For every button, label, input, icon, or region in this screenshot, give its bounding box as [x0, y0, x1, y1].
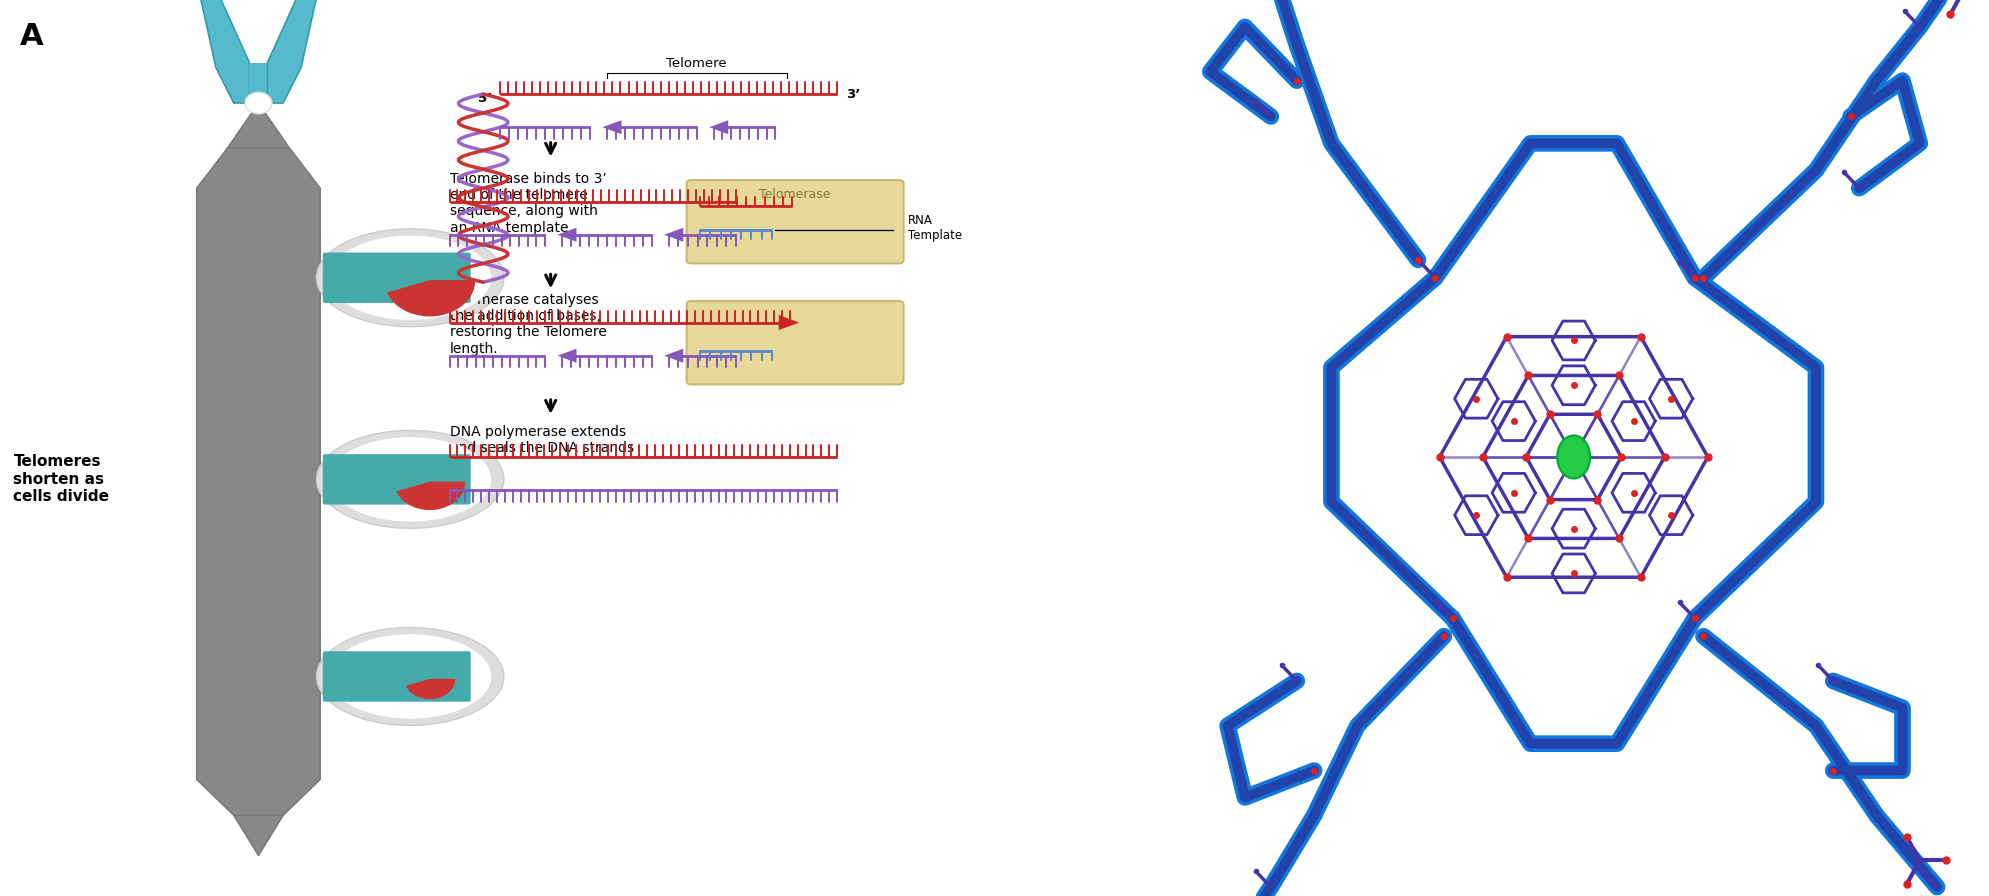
- Text: 3’: 3’: [742, 195, 756, 208]
- Polygon shape: [557, 349, 577, 363]
- Wedge shape: [388, 280, 475, 316]
- Polygon shape: [267, 0, 316, 103]
- Polygon shape: [235, 815, 282, 856]
- FancyBboxPatch shape: [686, 180, 903, 263]
- Wedge shape: [396, 482, 465, 510]
- Ellipse shape: [328, 633, 491, 719]
- Text: A: A: [20, 22, 44, 51]
- Polygon shape: [557, 228, 577, 242]
- Ellipse shape: [328, 235, 491, 320]
- FancyBboxPatch shape: [322, 454, 471, 504]
- Polygon shape: [227, 103, 288, 148]
- Ellipse shape: [316, 228, 503, 327]
- Text: 5’: 5’: [477, 92, 491, 105]
- Circle shape: [245, 92, 272, 114]
- Polygon shape: [201, 0, 249, 103]
- Polygon shape: [249, 63, 267, 103]
- Ellipse shape: [316, 430, 503, 529]
- Text: 3’: 3’: [845, 88, 861, 100]
- Text: Telomerase: Telomerase: [760, 188, 831, 202]
- Text: Telomerase catalyses
the addition of bases,
restoring the Telomere
length.: Telomerase catalyses the addition of bas…: [450, 293, 607, 356]
- FancyBboxPatch shape: [322, 651, 471, 702]
- Polygon shape: [780, 315, 800, 330]
- Text: Telomerase binds to 3’
end of the telomere
sequence, along with
an RNA template: Telomerase binds to 3’ end of the telome…: [450, 172, 607, 235]
- Ellipse shape: [1557, 435, 1589, 478]
- Text: B: B: [1154, 25, 1177, 54]
- Text: DNA polymerase extends
and seals the DNA strands: DNA polymerase extends and seals the DNA…: [450, 425, 634, 455]
- Polygon shape: [664, 349, 684, 363]
- Text: Telomere: Telomere: [666, 56, 728, 70]
- Text: RNA
Template: RNA Template: [909, 213, 963, 242]
- FancyBboxPatch shape: [686, 301, 903, 384]
- Text: 3’: 3’: [798, 201, 808, 211]
- FancyBboxPatch shape: [322, 253, 471, 303]
- Polygon shape: [603, 120, 621, 134]
- Ellipse shape: [316, 627, 503, 726]
- Polygon shape: [197, 148, 320, 815]
- Wedge shape: [406, 679, 455, 699]
- Ellipse shape: [328, 436, 491, 521]
- Text: Telomeres
shorten as
cells divide: Telomeres shorten as cells divide: [14, 454, 109, 504]
- Polygon shape: [664, 228, 684, 242]
- Polygon shape: [710, 120, 728, 134]
